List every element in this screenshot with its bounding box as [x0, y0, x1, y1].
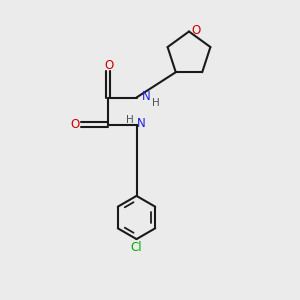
Text: O: O	[104, 58, 113, 72]
Text: Cl: Cl	[131, 241, 142, 254]
Text: N: N	[142, 90, 151, 104]
Text: O: O	[191, 23, 200, 37]
Text: H: H	[152, 98, 160, 108]
Text: N: N	[136, 117, 145, 130]
Text: H: H	[126, 115, 134, 125]
Text: O: O	[70, 118, 80, 131]
